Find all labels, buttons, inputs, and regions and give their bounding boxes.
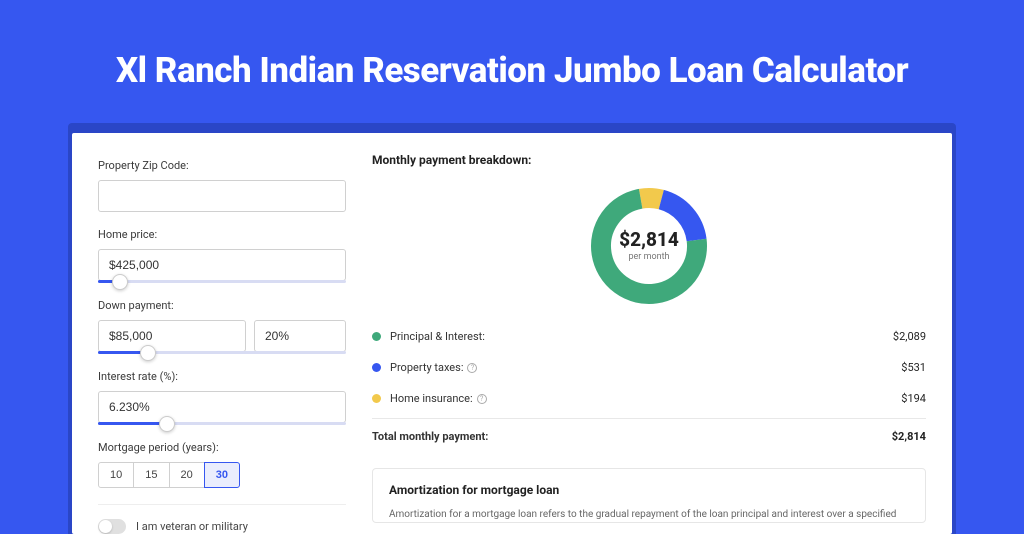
- breakdown-row: Property taxes:?$531: [372, 352, 926, 383]
- period-button-20[interactable]: 20: [169, 462, 205, 488]
- interest-slider[interactable]: [98, 422, 346, 425]
- info-icon[interactable]: ?: [477, 394, 487, 404]
- period-button-10[interactable]: 10: [98, 462, 134, 488]
- home-price-label: Home price:: [98, 228, 346, 241]
- period-button-30[interactable]: 30: [204, 462, 240, 488]
- amortization-title: Amortization for mortgage loan: [389, 483, 909, 497]
- amortization-box: Amortization for mortgage loan Amortizat…: [372, 468, 926, 523]
- breakdown-label: Home insurance:?: [390, 392, 901, 405]
- breakdown-label: Property taxes:?: [390, 361, 901, 374]
- donut-chart-wrap: $2,814 per month: [372, 173, 926, 321]
- home-price-slider[interactable]: [98, 280, 346, 283]
- breakdown-value: $2,089: [893, 330, 926, 343]
- interest-rate-group: Interest rate (%):: [98, 370, 346, 425]
- breakdown-value: $194: [901, 392, 926, 405]
- breakdown-row: Home insurance:?$194: [372, 383, 926, 414]
- veteran-toggle-row: I am veteran or military: [98, 504, 346, 534]
- slider-thumb[interactable]: [140, 345, 156, 361]
- donut-chart: $2,814 per month: [584, 181, 714, 311]
- donut-center-value: $2,814: [619, 228, 679, 251]
- down-payment-pct-input[interactable]: [254, 320, 346, 352]
- slider-thumb[interactable]: [159, 416, 175, 432]
- down-payment-label: Down payment:: [98, 299, 346, 312]
- amortization-text: Amortization for a mortgage loan refers …: [389, 507, 909, 522]
- donut-center-sub: per month: [628, 252, 669, 262]
- calculator-card: Property Zip Code: Home price: Down paym…: [72, 133, 952, 534]
- down-payment-input[interactable]: [98, 320, 246, 352]
- down-payment-group: Down payment:: [98, 299, 346, 354]
- page-title: Xl Ranch Indian Reservation Jumbo Loan C…: [0, 50, 1024, 91]
- period-button-15[interactable]: 15: [133, 462, 169, 488]
- slider-thumb[interactable]: [112, 274, 128, 290]
- breakdown-value: $531: [901, 361, 926, 374]
- period-label: Mortgage period (years):: [98, 441, 346, 454]
- slider-fill: [98, 422, 167, 425]
- breakdown-title: Monthly payment breakdown:: [372, 153, 926, 167]
- info-icon[interactable]: ?: [467, 363, 477, 373]
- total-value: $2,814: [892, 430, 926, 443]
- results-column: Monthly payment breakdown: $2,814 per mo…: [362, 133, 952, 534]
- donut-arc: [641, 198, 662, 200]
- legend-dot: [372, 394, 381, 403]
- zip-label: Property Zip Code:: [98, 159, 346, 172]
- breakdown-label: Principal & Interest:: [390, 330, 893, 343]
- home-price-group: Home price:: [98, 228, 346, 283]
- card-shadow: Property Zip Code: Home price: Down paym…: [68, 123, 956, 534]
- veteran-toggle[interactable]: [98, 519, 126, 534]
- zip-field-group: Property Zip Code:: [98, 159, 346, 212]
- legend-dot: [372, 332, 381, 341]
- down-payment-slider[interactable]: [98, 351, 346, 354]
- interest-input[interactable]: [98, 391, 346, 423]
- veteran-label: I am veteran or military: [136, 520, 248, 533]
- breakdown-row: Principal & Interest:$2,089: [372, 321, 926, 352]
- mortgage-period-group: Mortgage period (years): 10152030: [98, 441, 346, 488]
- input-column: Property Zip Code: Home price: Down paym…: [72, 133, 362, 534]
- total-row: Total monthly payment: $2,814: [372, 418, 926, 452]
- zip-input[interactable]: [98, 180, 346, 212]
- total-label: Total monthly payment:: [372, 430, 892, 443]
- interest-label: Interest rate (%):: [98, 370, 346, 383]
- home-price-input[interactable]: [98, 249, 346, 281]
- legend-dot: [372, 363, 381, 372]
